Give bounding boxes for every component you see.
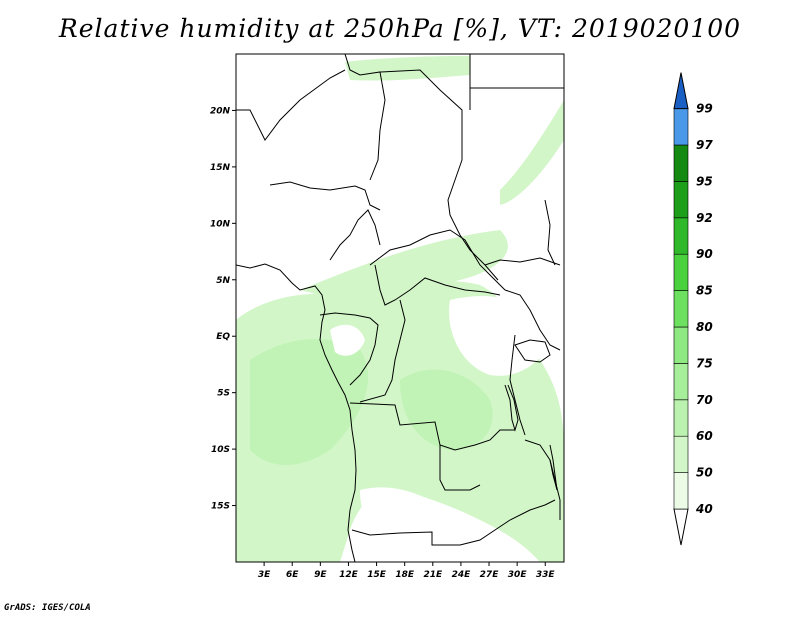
colorbar-segment	[673, 435, 689, 473]
border-zambia-south	[459, 499, 556, 546]
border-algeria-mali	[236, 69, 346, 141]
grads-credit: GrADS: IGES/COLA	[4, 603, 91, 613]
lon-tick-label: 12E	[339, 570, 359, 580]
colorbar-label: 99	[696, 102, 713, 116]
border-angola-zambia	[439, 445, 481, 491]
border-niger-libya	[379, 69, 463, 160]
colorbar-segment	[673, 399, 689, 437]
colorbar-segment	[673, 253, 689, 291]
humidity-area-central-band	[300, 230, 508, 300]
humidity-area-inner	[250, 339, 369, 465]
border-nigeria-cameroon	[329, 209, 381, 261]
lon-tick-label: 30E	[508, 570, 528, 580]
humidity-area-north	[345, 56, 470, 81]
lat-tick-label: 5S	[217, 389, 230, 399]
colorbar-label: 90	[696, 247, 713, 261]
colorbar-label: 60	[696, 429, 713, 443]
border-chad-sudan	[447, 159, 499, 281]
lat-tick-label: 15S	[211, 502, 230, 512]
colorbar-segment	[673, 363, 689, 401]
colorbar-label: 70	[696, 393, 713, 407]
colorbar-segment	[673, 108, 689, 146]
colorbar-segment	[673, 326, 689, 364]
country-borders	[236, 54, 564, 562]
map-title: Relative humidity at 250hPa [%], VT: 201…	[58, 14, 742, 43]
lat-tick-label: 10S	[211, 445, 230, 455]
dry-area-south	[360, 487, 470, 552]
lon-tick-label: 21E	[423, 570, 443, 580]
lon-tick-label: 27E	[480, 570, 500, 580]
border-car-north	[369, 229, 506, 291]
humidity-area-northeast	[500, 100, 564, 205]
colorbar-label: 92	[696, 211, 713, 225]
border-nigeria-north	[269, 181, 381, 211]
humidity-area-inner-east	[400, 369, 493, 450]
border-lake-victoria	[514, 339, 551, 363]
lon-tick-label: 9E	[314, 570, 327, 580]
lon-tick-label: 33E	[536, 570, 556, 580]
lon-tick-label: 15E	[367, 570, 387, 580]
colorbar-segment	[673, 217, 689, 255]
colorbar-label: 95	[696, 174, 713, 188]
border-drc-west	[359, 299, 406, 403]
lat-tick-label: 5N	[216, 276, 230, 286]
border-lake-tanganyika	[504, 384, 519, 432]
colorbar-segment	[673, 181, 689, 219]
colorbar: 40 50 60 70 75 80 85 90 92 95 97 99	[673, 72, 713, 546]
border-lake-malawi	[549, 444, 558, 491]
lat-tick-label: EQ	[216, 332, 230, 342]
border-tanzania-drc	[509, 334, 526, 436]
colorbar-label: 85	[696, 284, 713, 298]
colorbar-segment	[673, 472, 689, 510]
colorbar-segment	[673, 290, 689, 328]
map-frame	[235, 53, 565, 563]
lon-tick-label: 3E	[258, 570, 271, 580]
colorbar-low-triangle	[673, 508, 689, 546]
lon-tick-label: 6E	[286, 570, 299, 580]
longitude-axis: 3E 6E 9E 12E 15E 18E 21E 24E 27E 30E 33E	[258, 562, 556, 580]
lon-tick-label: 18E	[395, 570, 415, 580]
border-east-africa	[504, 289, 561, 351]
coastline-west-africa	[236, 263, 357, 562]
lon-tick-label: 24E	[452, 570, 472, 580]
border-angola-drc	[349, 402, 515, 451]
lat-tick-label: 10N	[210, 219, 231, 229]
colorbar-label: 50	[696, 466, 713, 480]
border-congo	[319, 312, 379, 386]
colorbar-label: 80	[696, 320, 713, 334]
lat-tick-label: 15N	[210, 163, 231, 173]
border-ethiopia	[544, 199, 556, 266]
dry-area-gabon	[330, 324, 365, 356]
colorbar-segment	[673, 144, 689, 182]
border-south-sudan	[484, 257, 561, 266]
latitude-axis: 20N 15N 10N 5N EQ 5S 10S 15S	[210, 106, 236, 512]
border-car-south	[374, 264, 501, 306]
colorbar-label: 97	[696, 138, 713, 152]
humidity-field	[236, 56, 564, 562]
border-mali-niger	[344, 54, 386, 181]
dry-area-east	[449, 296, 560, 376]
colorbar-high-triangle	[673, 72, 689, 110]
colorbar-label: 75	[696, 356, 713, 370]
border-angola-namibia	[351, 529, 460, 546]
lat-tick-label: 20N	[210, 106, 231, 116]
colorbar-label: 40	[695, 502, 713, 516]
